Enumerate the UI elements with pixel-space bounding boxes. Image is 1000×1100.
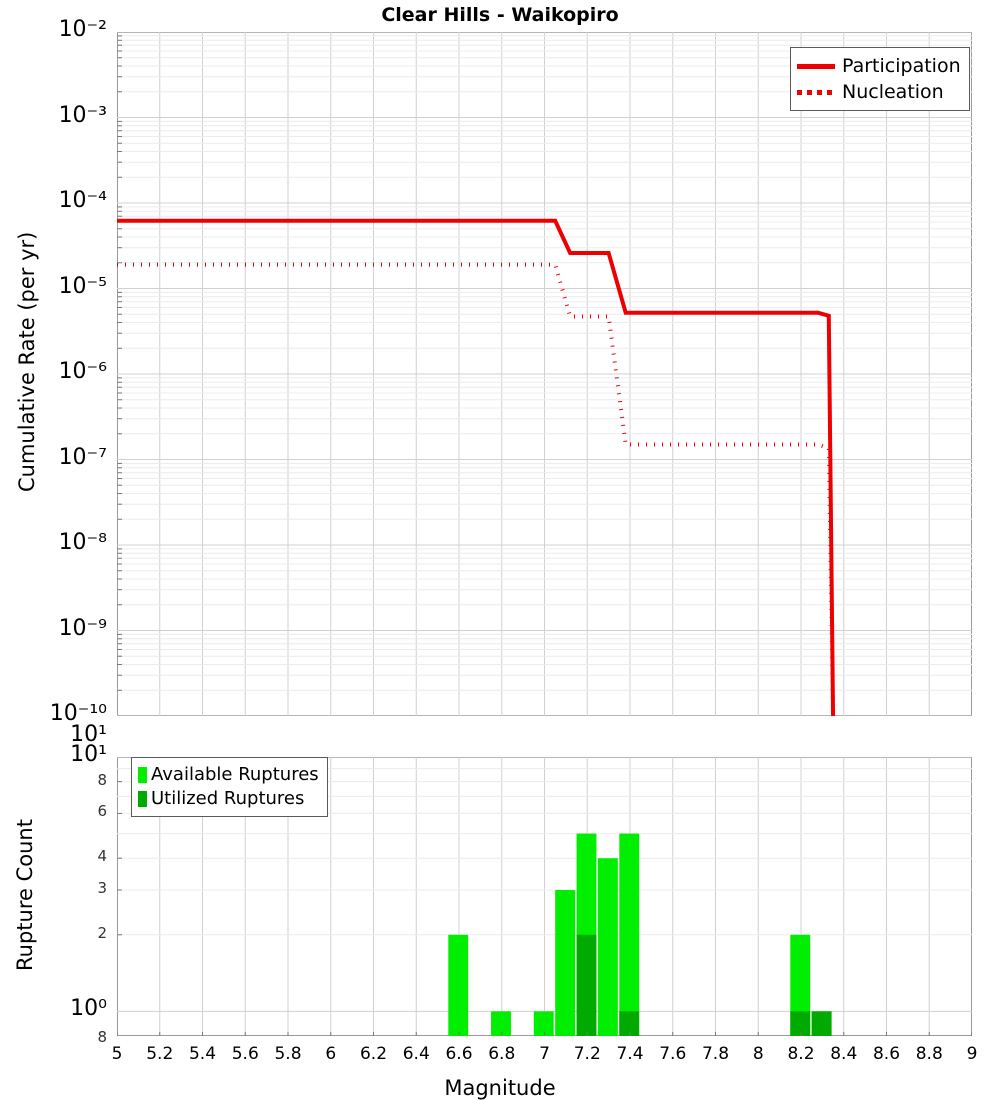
x-axis-label: Magnitude bbox=[444, 1076, 556, 1100]
x-tick-label: 6 bbox=[325, 1044, 337, 1064]
bottom-y-minor-tick-label: 6 bbox=[97, 802, 107, 821]
available-rupture-bar bbox=[597, 858, 618, 1036]
x-tick-label: 8.8 bbox=[915, 1044, 943, 1064]
available-rupture-bar bbox=[491, 1011, 511, 1036]
available-rupture-bar bbox=[448, 934, 469, 1036]
top-panel-legend: Participation Nucleation bbox=[790, 47, 970, 111]
top-y-tick-label: 10⁻⁷ bbox=[58, 444, 107, 470]
utilized-rupture-bar bbox=[811, 1011, 832, 1036]
bottom-y-tick-label: 10⁰ bbox=[70, 996, 107, 1022]
page-title: Clear Hills - Waikopiro bbox=[381, 4, 619, 26]
cumulative-rate-svg bbox=[117, 32, 972, 716]
top-y-tick-label: 10⁻⁶ bbox=[58, 359, 107, 384]
x-tick-label: 5.8 bbox=[274, 1044, 302, 1064]
legend-item-nucleation: Nucleation bbox=[797, 79, 961, 105]
legend-label-available-ruptures: Available Ruptures bbox=[151, 764, 319, 785]
x-tick-label: 7.2 bbox=[573, 1044, 601, 1064]
utilized-rupture-bar bbox=[576, 934, 597, 1036]
available-rupture-bar bbox=[619, 833, 640, 1036]
x-tick-label: 5.2 bbox=[146, 1044, 174, 1064]
x-tick-label: 7.8 bbox=[701, 1044, 730, 1064]
x-tick-label: 8 bbox=[752, 1044, 764, 1064]
legend-item-participation: Participation bbox=[797, 53, 961, 79]
x-tick-label: 6.2 bbox=[359, 1044, 388, 1064]
x-tick-label: 7.4 bbox=[616, 1044, 644, 1064]
available-rupture-bar bbox=[790, 934, 811, 1036]
bottom-y-minor-tick-label: 2 bbox=[97, 923, 107, 942]
x-tick-label: 6.4 bbox=[402, 1044, 430, 1064]
legend-item-utilized-ruptures: Utilized Ruptures bbox=[138, 787, 319, 811]
utilized-rupture-bar bbox=[790, 1011, 811, 1036]
nucleation-dotted-line-icon bbox=[797, 89, 835, 95]
participation-curve bbox=[117, 218, 836, 716]
utilized-ruptures-swatch-icon bbox=[138, 791, 147, 807]
bottom-panel-y-axis-label: Rupture Count bbox=[13, 818, 37, 971]
top-panel-overflow-tick-label: 10¹ bbox=[70, 722, 107, 747]
x-tick-label: 8.2 bbox=[787, 1044, 815, 1064]
x-tick-label: 5.4 bbox=[188, 1044, 217, 1064]
nucleation-curve bbox=[117, 262, 836, 716]
legend-item-available-ruptures: Available Ruptures bbox=[138, 763, 319, 787]
utilized-rupture-bar bbox=[619, 1011, 640, 1036]
x-tick-label: 7.6 bbox=[659, 1044, 687, 1064]
top-y-tick-label: 10⁻³ bbox=[58, 102, 107, 128]
bottom-y-minor-tick-label: 4 bbox=[97, 847, 107, 866]
x-tick-label: 7 bbox=[539, 1044, 550, 1064]
legend-label-nucleation: Nucleation bbox=[842, 80, 944, 103]
legend-label-utilized-ruptures: Utilized Ruptures bbox=[151, 788, 305, 809]
available-rupture-bar bbox=[533, 1011, 554, 1036]
available-rupture-bar bbox=[555, 889, 576, 1036]
bottom-y-tick-label: 10¹ bbox=[70, 742, 107, 767]
x-tick-label: 6.6 bbox=[445, 1044, 473, 1064]
top-y-tick-label: 10⁻⁹ bbox=[58, 615, 107, 641]
x-tick-label: 5 bbox=[111, 1044, 123, 1064]
x-tick-label: 8.6 bbox=[872, 1044, 901, 1064]
participation-line-icon bbox=[797, 63, 835, 69]
top-y-tick-label: 10⁻² bbox=[58, 17, 107, 42]
bottom-panel-legend: Available Ruptures Utilized Ruptures bbox=[131, 757, 328, 817]
top-y-tick-label: 10⁻⁸ bbox=[58, 530, 107, 555]
x-tick-label: 8.4 bbox=[830, 1044, 858, 1064]
x-tick-label: 9 bbox=[966, 1044, 978, 1064]
rupture-count-svg bbox=[117, 757, 972, 1036]
bottom-y-minor-tick-label-clipped: 8 bbox=[97, 1028, 107, 1046]
x-tick-label: 6.8 bbox=[488, 1044, 516, 1064]
bottom-y-minor-tick-label: 3 bbox=[97, 878, 107, 897]
top-y-tick-label: 10⁻⁵ bbox=[58, 273, 107, 299]
bottom-y-minor-tick-label: 8 bbox=[97, 770, 107, 789]
available-ruptures-swatch-icon bbox=[138, 767, 147, 783]
legend-label-participation: Participation bbox=[842, 54, 961, 77]
top-y-tick-label: 10⁻⁴ bbox=[58, 188, 107, 213]
x-tick-label: 5.6 bbox=[231, 1044, 259, 1064]
top-y-tick-label: 10⁻¹⁰ bbox=[49, 701, 107, 726]
